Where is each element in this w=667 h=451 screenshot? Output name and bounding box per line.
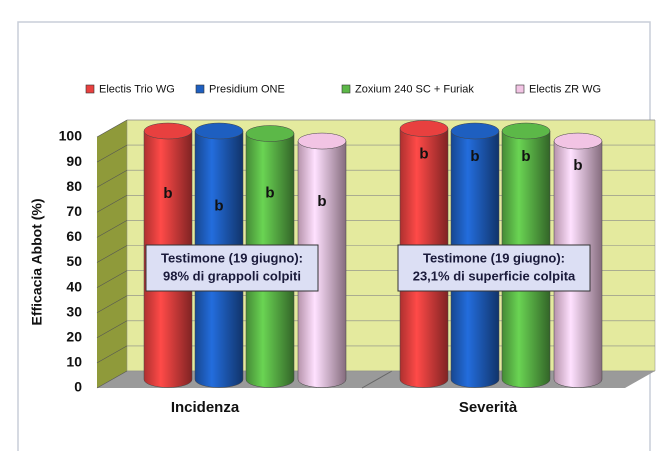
legend-label: Zoxium 240 SC + Furiak xyxy=(355,83,474,95)
x-tick-label: Incidenza xyxy=(171,399,240,416)
y-tick-label: 90 xyxy=(66,153,82,169)
bar-label: b xyxy=(521,148,530,165)
bar-label: b xyxy=(265,185,274,202)
y-tick-label: 100 xyxy=(59,128,83,144)
y-axis-title: Efficacia Abbot (%) xyxy=(29,198,45,325)
y-tick-label: 70 xyxy=(66,203,82,219)
grid-line xyxy=(96,295,128,313)
annotation-text: 23,1% di superficie colpita xyxy=(413,268,576,283)
bar-top xyxy=(399,120,449,137)
bar-label: b xyxy=(163,185,172,202)
grid-line xyxy=(96,195,128,213)
annotation-text: 98% di grappoli colpiti xyxy=(163,268,301,283)
y-tick-label: 60 xyxy=(66,228,82,244)
legend-swatch xyxy=(341,84,351,94)
y-tick-label: 10 xyxy=(66,354,82,370)
y-tick-label: 30 xyxy=(66,303,82,319)
legend-swatch xyxy=(85,84,95,94)
legend-label: Electis Trio WG xyxy=(99,83,175,95)
legend-label: Presidium ONE xyxy=(209,83,285,95)
bar-label: b xyxy=(317,193,326,210)
bar-top xyxy=(194,122,244,140)
bar-top xyxy=(143,122,193,140)
legend-swatch xyxy=(195,84,205,94)
annotation-text: Testimone (19 giugno): xyxy=(423,250,565,265)
bar-top xyxy=(297,132,347,150)
bar-top xyxy=(245,125,295,142)
legend-label: Electis ZR WG xyxy=(529,83,601,95)
annotation-box xyxy=(145,244,319,292)
category-divider xyxy=(361,370,393,389)
bar-label: b xyxy=(419,146,428,163)
y-tick-label: 20 xyxy=(66,329,82,345)
grid-line xyxy=(96,245,128,263)
bar-label: b xyxy=(470,148,479,165)
grid-line xyxy=(96,320,128,339)
grid-line xyxy=(96,270,128,288)
grid-line xyxy=(96,119,128,138)
bar-label: b xyxy=(214,198,223,215)
y-tick-label: 0 xyxy=(74,379,82,395)
grid-line xyxy=(96,144,128,163)
annotation-box xyxy=(397,244,591,292)
bar-top xyxy=(553,132,603,150)
y-tick-label: 80 xyxy=(66,178,82,194)
bar xyxy=(297,140,347,388)
grid-line xyxy=(96,220,128,238)
x-tick-label: Severità xyxy=(459,399,518,416)
grid-line xyxy=(96,169,128,188)
grid-line xyxy=(96,345,128,364)
bar-top xyxy=(501,122,551,140)
annotation-text: Testimone (19 giugno): xyxy=(161,250,303,265)
y-tick-label: 40 xyxy=(66,278,82,294)
bar-top xyxy=(450,122,500,140)
legend-swatch xyxy=(515,84,525,94)
y-tick-label: 50 xyxy=(66,253,82,269)
grid-line xyxy=(96,370,128,389)
bar-label: b xyxy=(573,157,582,174)
